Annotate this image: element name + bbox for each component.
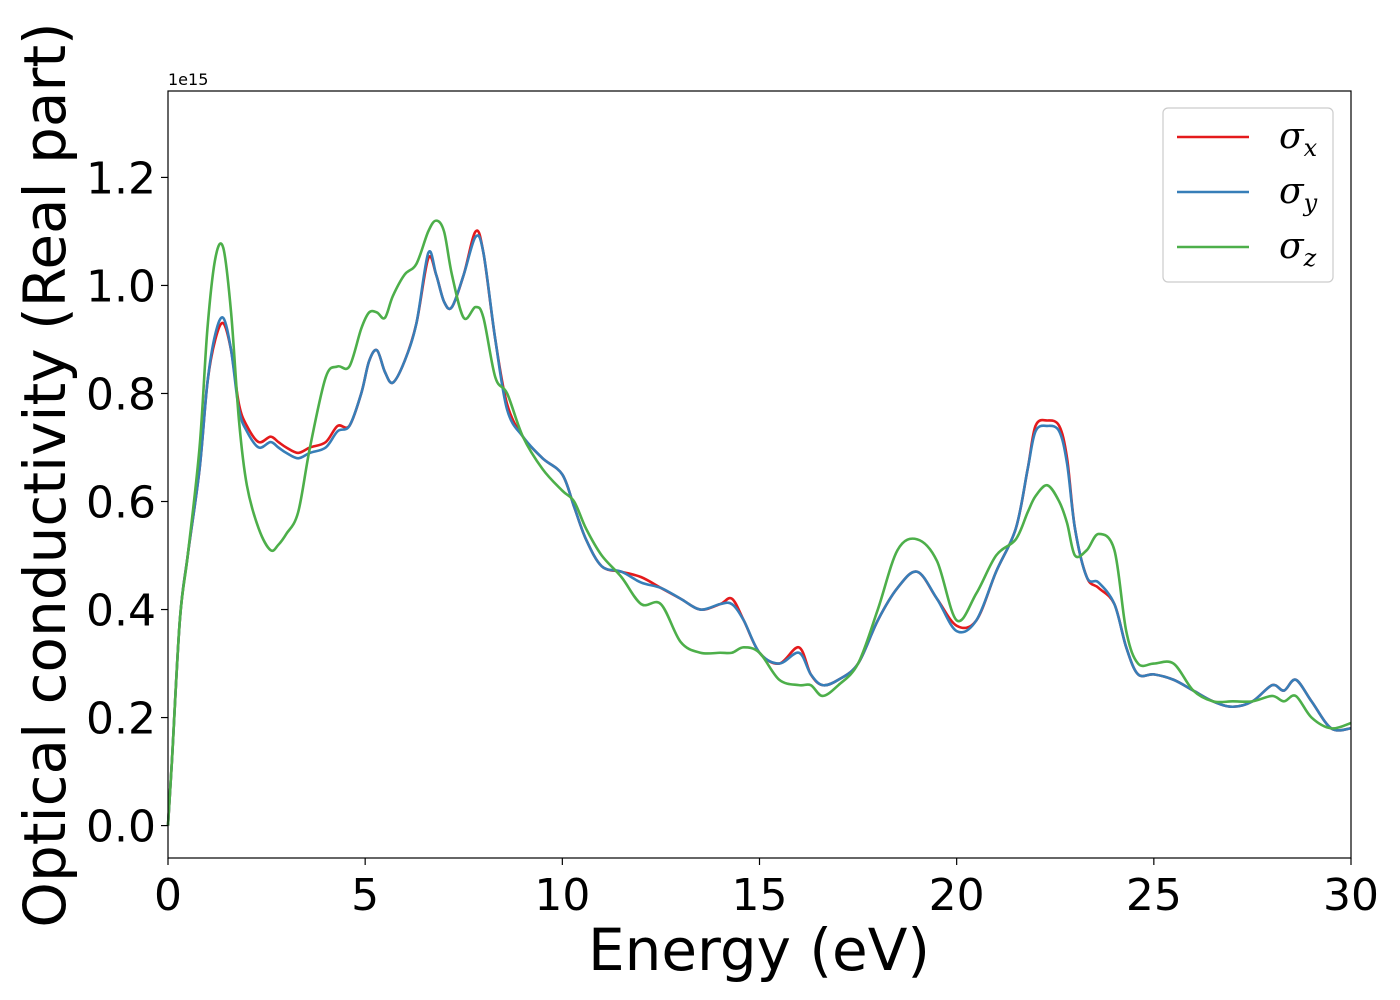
y-offset-label: 1e15 [168,70,208,89]
x-tick-label: 15 [732,870,788,921]
y-tick-label: 0.8 [86,369,156,420]
series-line-y [166,234,1352,826]
y-tick-label: 0.2 [86,694,156,745]
series-layer [166,219,1352,826]
x-axis: 0 5 10 15 20 25 30 [154,858,1379,921]
series-line-z [166,219,1352,826]
legend: σx σy σz [1162,107,1334,283]
x-tick-label: 5 [351,870,379,921]
x-tick-label: 10 [534,870,590,921]
y-tick-label: 0.4 [86,586,156,637]
x-tick-label: 25 [1126,870,1182,921]
series-line-x [166,229,1352,826]
y-tick-label: 0.6 [86,478,156,529]
legend-label-x: σx [1279,116,1318,162]
x-tick-label: 20 [929,870,985,921]
y-tick-label: 1.0 [86,261,156,312]
legend-box [1162,107,1334,283]
y-axis: 0.0 0.2 0.4 0.6 0.8 1.0 1.2 [86,153,168,853]
legend-label-z: σz [1279,226,1317,272]
y-axis-title: Optical conductivity (Real part) [11,22,79,927]
legend-label-y: σy [1279,171,1318,217]
y-tick-label: 1.2 [86,153,156,204]
x-tick-label: 0 [154,870,182,921]
x-tick-label: 30 [1323,870,1379,921]
y-tick-label: 0.0 [86,802,156,853]
x-axis-title: Energy (eV) [588,916,930,984]
